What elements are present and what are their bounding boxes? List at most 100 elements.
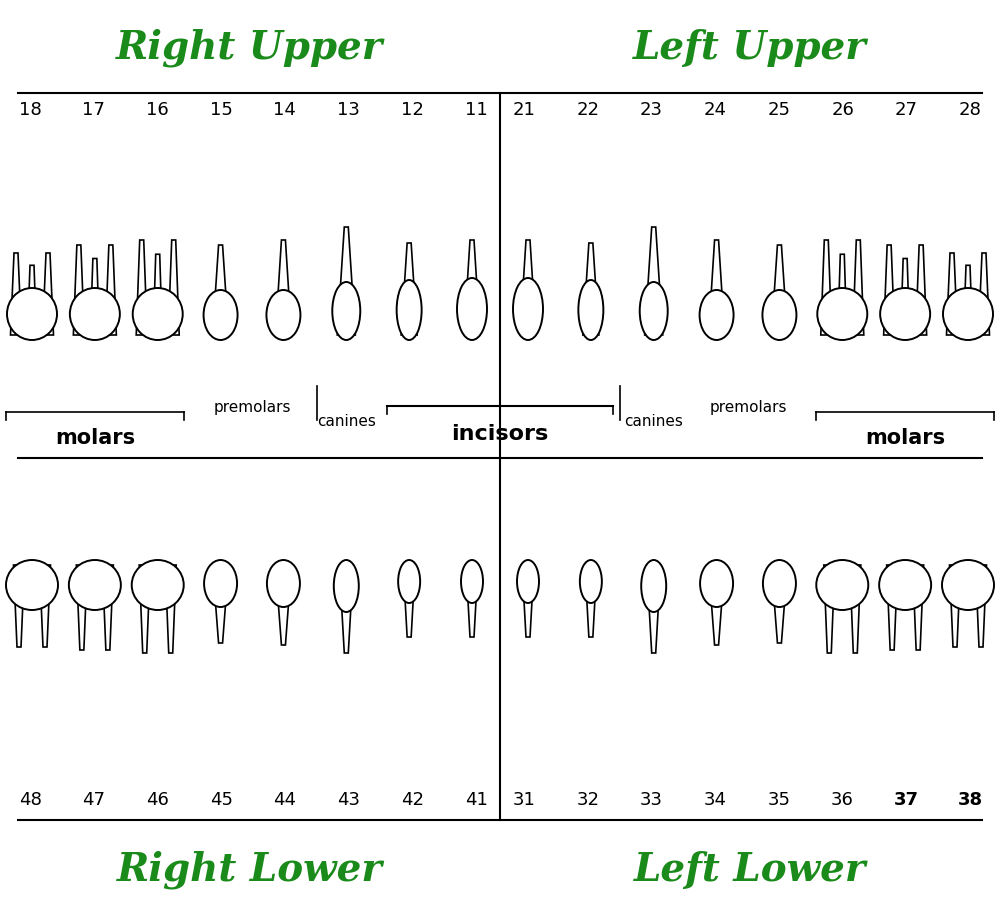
Ellipse shape [7,288,57,340]
Polygon shape [42,253,54,335]
Polygon shape [10,253,22,335]
Ellipse shape [517,560,539,603]
Text: 13: 13 [337,101,360,119]
Text: Left Lower: Left Lower [634,851,866,889]
Polygon shape [213,565,229,643]
Text: 27: 27 [895,101,918,119]
Ellipse shape [700,560,733,607]
Ellipse shape [817,288,867,340]
Ellipse shape [70,288,120,340]
Text: 17: 17 [82,101,105,119]
Text: 35: 35 [767,791,790,809]
Ellipse shape [700,290,734,340]
Polygon shape [73,245,84,335]
Text: canines: canines [624,414,683,429]
Ellipse shape [640,282,668,340]
Text: 38: 38 [957,791,983,809]
Polygon shape [647,565,661,653]
Ellipse shape [580,560,602,603]
Text: incisors: incisors [451,424,549,444]
Polygon shape [339,565,353,653]
Ellipse shape [942,560,994,610]
Text: premolars: premolars [213,400,291,415]
Ellipse shape [133,288,183,340]
Text: 28: 28 [959,101,981,119]
Polygon shape [771,245,787,335]
Polygon shape [14,565,24,647]
Polygon shape [165,565,176,653]
Polygon shape [76,565,87,650]
Polygon shape [824,565,835,653]
Polygon shape [946,253,958,335]
Polygon shape [709,240,725,335]
Ellipse shape [816,560,868,610]
Polygon shape [821,240,832,335]
Ellipse shape [879,560,931,610]
Polygon shape [978,253,990,335]
Text: 25: 25 [767,101,790,119]
Text: 41: 41 [465,791,487,809]
Text: Right Lower: Right Lower [117,851,383,889]
Polygon shape [771,565,787,643]
Text: 24: 24 [704,101,727,119]
Polygon shape [40,565,50,647]
Text: 12: 12 [401,101,424,119]
Polygon shape [90,258,99,335]
Text: 22: 22 [576,101,599,119]
Polygon shape [275,565,291,645]
Text: 36: 36 [831,791,854,809]
Polygon shape [466,565,478,637]
Polygon shape [583,243,599,335]
Ellipse shape [578,280,603,340]
Text: canines: canines [317,414,376,429]
Polygon shape [901,258,910,335]
Polygon shape [136,240,147,335]
Text: 31: 31 [513,791,535,809]
Ellipse shape [457,278,487,340]
Ellipse shape [204,290,238,340]
Polygon shape [964,266,972,335]
Ellipse shape [267,560,300,607]
Text: 34: 34 [704,791,727,809]
Text: 16: 16 [146,101,169,119]
Polygon shape [153,254,162,335]
Polygon shape [139,565,150,653]
Text: 14: 14 [273,101,296,119]
Polygon shape [645,227,663,335]
Text: 42: 42 [401,791,424,809]
Polygon shape [520,240,536,335]
Polygon shape [850,565,861,653]
Text: molars: molars [865,428,945,448]
Ellipse shape [132,560,184,610]
Polygon shape [102,565,113,650]
Text: 21: 21 [513,101,535,119]
Ellipse shape [398,560,420,603]
Polygon shape [838,254,847,335]
Text: 33: 33 [640,791,663,809]
Polygon shape [585,565,597,637]
Ellipse shape [880,288,930,340]
Text: 32: 32 [576,791,599,809]
Polygon shape [213,245,229,335]
Polygon shape [950,565,960,647]
Ellipse shape [332,282,360,340]
Ellipse shape [641,560,666,612]
Text: premolars: premolars [709,400,787,415]
Text: 43: 43 [337,791,360,809]
Polygon shape [464,240,480,335]
Polygon shape [853,240,864,335]
Text: 47: 47 [82,791,105,809]
Ellipse shape [762,290,796,340]
Ellipse shape [204,560,237,607]
Ellipse shape [461,560,483,603]
Ellipse shape [69,560,121,610]
Ellipse shape [6,560,58,610]
Polygon shape [105,245,116,335]
Polygon shape [403,565,415,637]
Polygon shape [28,266,36,335]
Text: 45: 45 [210,791,233,809]
Polygon shape [884,245,895,335]
Text: 44: 44 [273,791,296,809]
Polygon shape [916,245,927,335]
Ellipse shape [763,560,796,607]
